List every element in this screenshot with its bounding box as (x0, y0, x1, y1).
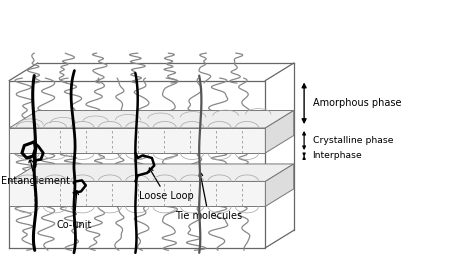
Text: Tie molecules: Tie molecules (175, 172, 242, 221)
Text: Entanglement: Entanglement (0, 158, 70, 186)
Text: Co-unit: Co-unit (56, 191, 91, 230)
Polygon shape (9, 128, 265, 153)
Polygon shape (265, 110, 294, 153)
Text: Interphase: Interphase (313, 151, 362, 161)
Polygon shape (9, 181, 265, 206)
Polygon shape (9, 110, 294, 128)
Text: Loose Loop: Loose Loop (139, 168, 193, 201)
Polygon shape (265, 164, 294, 206)
Text: Amorphous phase: Amorphous phase (313, 98, 401, 108)
Text: Crystalline phase: Crystalline phase (313, 136, 393, 145)
Polygon shape (9, 164, 294, 181)
